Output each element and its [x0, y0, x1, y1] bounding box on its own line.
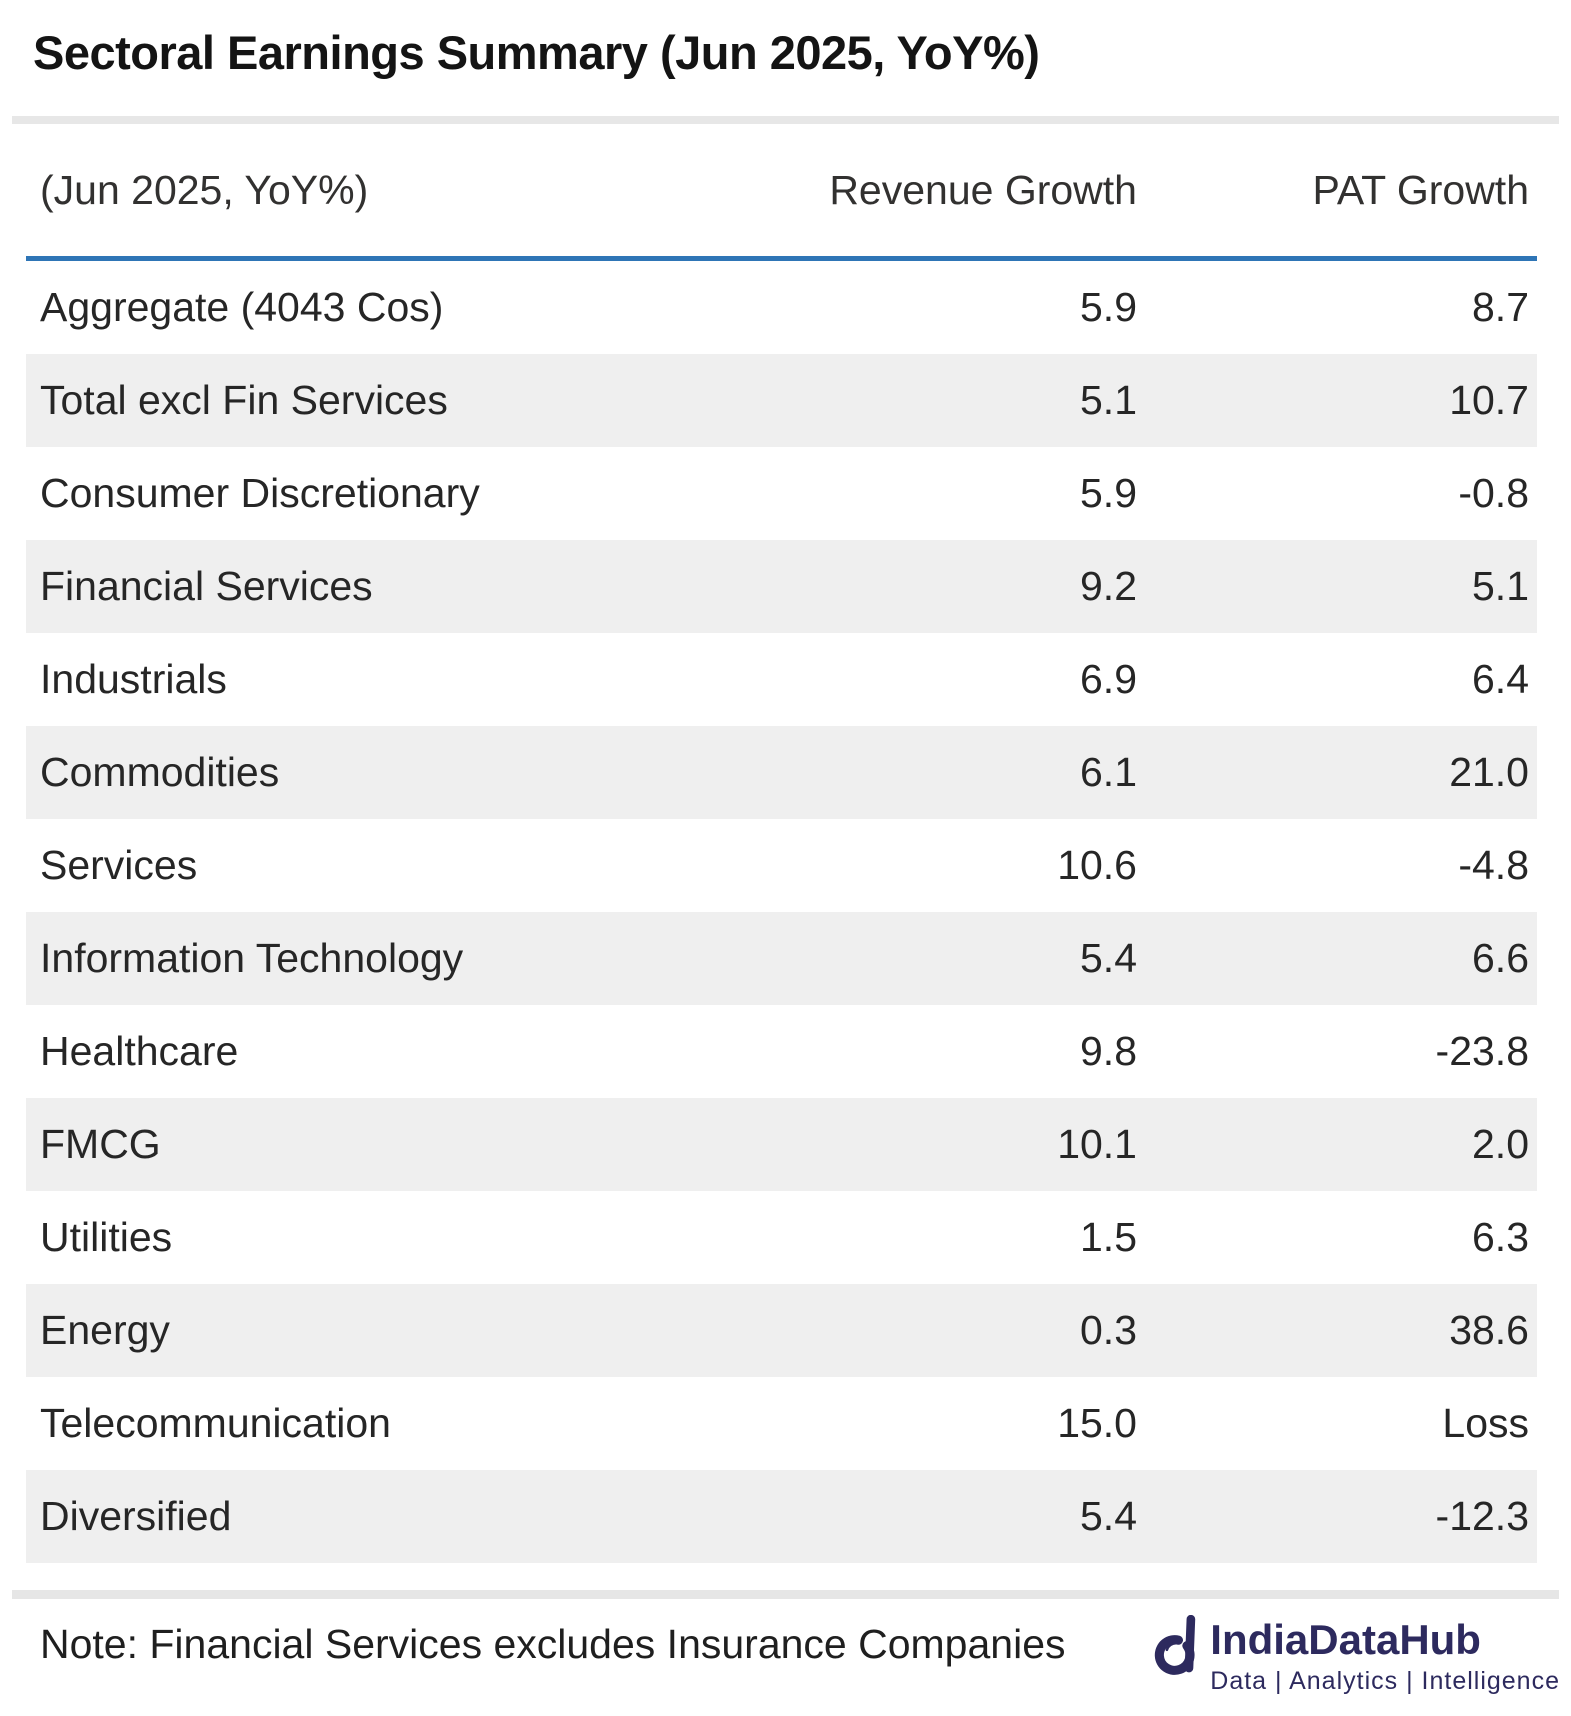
table-row: Healthcare 9.8 -23.8 — [26, 1005, 1537, 1098]
logo-text: IndiaDataHub Data | Analytics | Intellig… — [1210, 1611, 1560, 1696]
pat-growth-cell: Loss — [1442, 1400, 1529, 1447]
column-header-revenue-growth: Revenue Growth — [829, 166, 1137, 213]
pat-growth-cell: 5.1 — [1472, 563, 1529, 610]
sector-cell: Industrials — [40, 656, 227, 703]
revenue-growth-cell: 9.8 — [1080, 1028, 1137, 1075]
indiadatahub-logo: IndiaDataHub Data | Analytics | Intellig… — [1154, 1611, 1560, 1696]
revenue-growth-cell: 5.9 — [1080, 470, 1137, 517]
footer: Note: Financial Services excludes Insura… — [0, 1599, 1571, 1696]
pat-growth-cell: -23.8 — [1435, 1028, 1529, 1075]
revenue-growth-cell: 10.1 — [1057, 1121, 1137, 1168]
sector-cell: Diversified — [40, 1493, 232, 1540]
footer-divider — [12, 1590, 1559, 1600]
revenue-growth-cell: 9.2 — [1080, 563, 1137, 610]
table-row: Diversified 5.4 -12.3 — [26, 1470, 1537, 1564]
pat-growth-cell: 2.0 — [1472, 1121, 1529, 1168]
logo-wordmark: IndiaDataHub — [1210, 1616, 1481, 1664]
table-row: Telecommunication 15.0 Loss — [26, 1377, 1537, 1470]
pat-growth-cell: -4.8 — [1458, 842, 1529, 889]
revenue-growth-cell: 5.9 — [1080, 284, 1137, 331]
revenue-growth-cell: 10.6 — [1057, 842, 1137, 889]
pat-growth-cell: 21.0 — [1449, 749, 1529, 796]
sector-cell: Information Technology — [40, 935, 464, 982]
footnote: Note: Financial Services excludes Insura… — [40, 1621, 1066, 1668]
revenue-growth-cell: 5.4 — [1080, 1493, 1137, 1540]
table-row: Utilities 1.5 6.3 — [26, 1191, 1537, 1284]
sector-cell: Utilities — [40, 1214, 173, 1261]
logo-tagline: Data | Analytics | Intelligence — [1210, 1667, 1560, 1696]
revenue-growth-cell: 5.1 — [1080, 377, 1137, 424]
table-header-row: (Jun 2025, YoY%) Revenue Growth PAT Grow… — [26, 124, 1537, 256]
pat-growth-cell: -0.8 — [1458, 470, 1529, 517]
table-row: Total excl Fin Services 5.1 10.7 — [26, 354, 1537, 448]
table-row: Aggregate (4043 Cos) 5.9 8.7 — [26, 261, 1537, 354]
header-divider — [26, 256, 1537, 262]
magnifier-d-icon — [1155, 1615, 1196, 1675]
pat-growth-cell: 8.7 — [1472, 284, 1529, 331]
table-row: Consumer Discretionary 5.9 -0.8 — [26, 447, 1537, 540]
sector-cell: Aggregate (4043 Cos) — [40, 284, 444, 331]
pat-growth-cell: 38.6 — [1449, 1307, 1529, 1354]
pat-growth-cell: 6.3 — [1472, 1214, 1529, 1261]
pat-growth-cell: 6.4 — [1472, 656, 1529, 703]
sector-cell: Healthcare — [40, 1028, 239, 1075]
sector-cell: Consumer Discretionary — [40, 470, 480, 517]
title-divider — [12, 116, 1559, 125]
table-row: Industrials 6.9 6.4 — [26, 633, 1537, 726]
sector-cell: Financial Services — [40, 563, 373, 610]
revenue-growth-cell: 0.3 — [1080, 1307, 1137, 1354]
sector-cell: Telecommunication — [40, 1400, 391, 1447]
sector-cell: FMCG — [40, 1121, 161, 1168]
revenue-growth-cell: 5.4 — [1080, 935, 1137, 982]
column-header-pat-growth: PAT Growth — [1312, 166, 1529, 213]
page-title: Sectoral Earnings Summary (Jun 2025, YoY… — [33, 26, 1040, 79]
sector-cell: Energy — [40, 1307, 170, 1354]
table-row: Financial Services 9.2 5.1 — [26, 540, 1537, 634]
revenue-growth-cell: 6.1 — [1080, 749, 1137, 796]
earnings-table: (Jun 2025, YoY%) Revenue Growth PAT Grow… — [26, 124, 1537, 1564]
column-header-sector: (Jun 2025, YoY%) — [40, 166, 369, 213]
table-row: FMCG 10.1 2.0 — [26, 1098, 1537, 1192]
pat-growth-cell: 10.7 — [1449, 377, 1529, 424]
table-row: Information Technology 5.4 6.6 — [26, 912, 1537, 1006]
revenue-growth-cell: 15.0 — [1057, 1400, 1137, 1447]
table-row: Commodities 6.1 21.0 — [26, 726, 1537, 820]
revenue-growth-cell: 1.5 — [1080, 1214, 1137, 1261]
sector-cell: Services — [40, 842, 198, 889]
pat-growth-cell: 6.6 — [1472, 935, 1529, 982]
table-body: Aggregate (4043 Cos) 5.9 8.7 Total excl … — [26, 261, 1537, 1564]
pat-growth-cell: -12.3 — [1435, 1493, 1529, 1540]
table-row: Services 10.6 -4.8 — [26, 819, 1537, 912]
table-row: Energy 0.3 38.6 — [26, 1284, 1537, 1378]
sector-cell: Total excl Fin Services — [40, 377, 448, 424]
sector-cell: Commodities — [40, 749, 280, 796]
revenue-growth-cell: 6.9 — [1080, 656, 1137, 703]
